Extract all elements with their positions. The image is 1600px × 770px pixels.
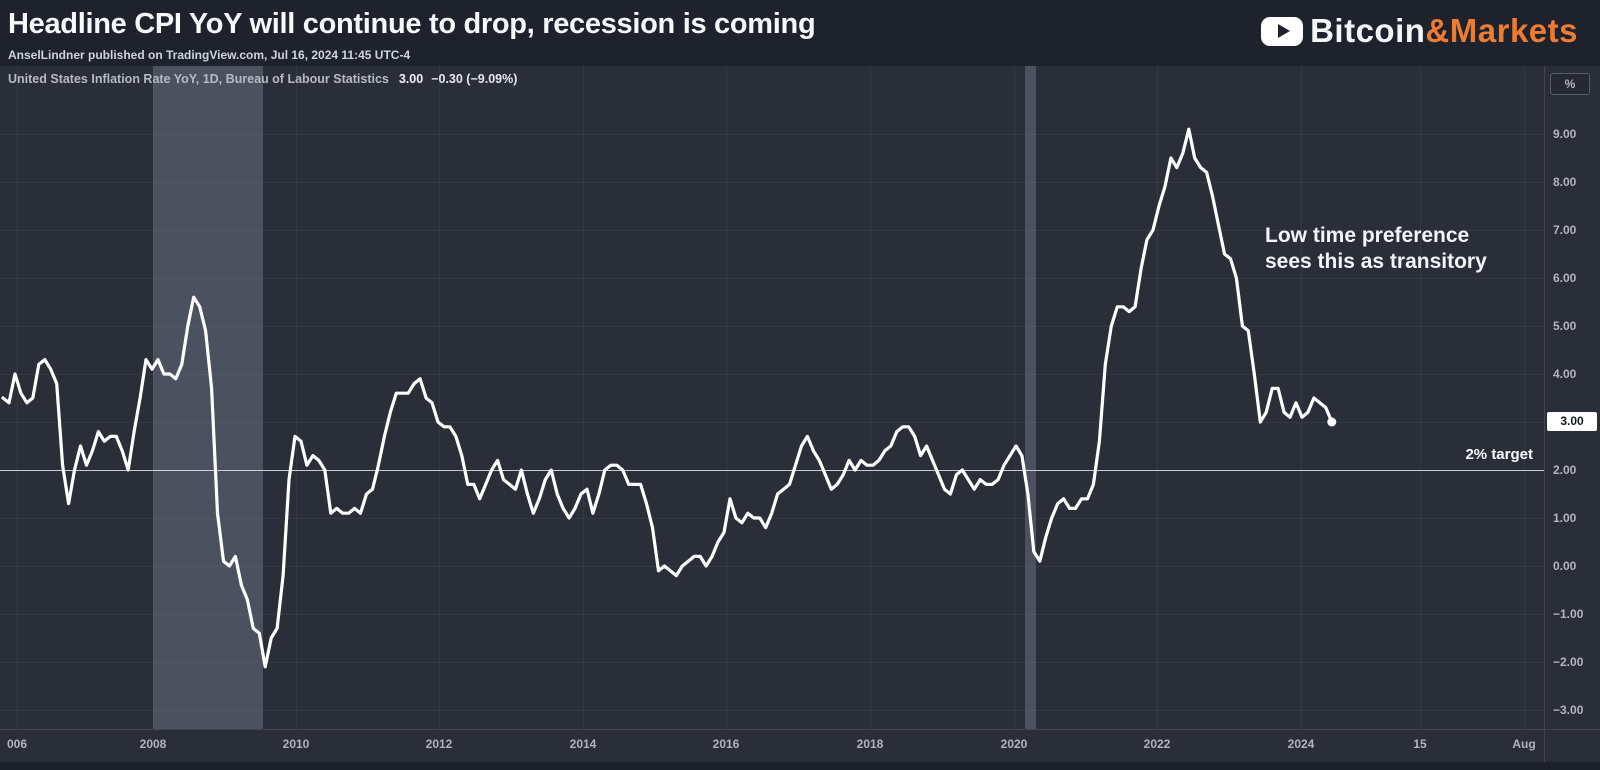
time-tick-label: 2014 bbox=[569, 737, 597, 751]
annotation-line-2: sees this as transitory bbox=[1265, 250, 1487, 273]
page-title: Headline CPI YoY will continue to drop, … bbox=[8, 8, 816, 40]
time-tick-label: 006 bbox=[6, 737, 28, 751]
header: Headline CPI YoY will continue to drop, … bbox=[0, 0, 1600, 66]
target-label: 2% target bbox=[1465, 446, 1533, 463]
time-tick-label: 2018 bbox=[856, 737, 884, 751]
price-tick-label: −1.00 bbox=[1553, 607, 1584, 621]
price-tick-label: 1.00 bbox=[1553, 511, 1577, 525]
play-triangle-icon bbox=[1277, 24, 1290, 38]
time-tick-label: 2024 bbox=[1287, 737, 1315, 751]
h-gridline bbox=[0, 614, 1544, 615]
time-tick-label: 15 bbox=[1413, 737, 1427, 751]
chart-plot-area[interactable]: United States Inflation Rate YoY, 1D, Bu… bbox=[0, 66, 1600, 770]
price-tick-label: −2.00 bbox=[1553, 655, 1584, 669]
time-tick-label: 2022 bbox=[1143, 737, 1171, 751]
v-gridline bbox=[296, 66, 297, 729]
h-gridline bbox=[0, 710, 1544, 711]
h-gridline bbox=[0, 230, 1544, 231]
v-gridline bbox=[726, 66, 727, 729]
unit-badge: % bbox=[1550, 73, 1590, 95]
h-gridline bbox=[0, 518, 1544, 519]
legend: United States Inflation Rate YoY, 1D, Bu… bbox=[8, 72, 517, 86]
series-endpoint-dot bbox=[1327, 417, 1337, 427]
v-gridline bbox=[1157, 66, 1158, 729]
last-price-badge: 3.00 bbox=[1547, 412, 1597, 431]
h-gridline bbox=[0, 326, 1544, 327]
time-tick-label: 2012 bbox=[425, 737, 453, 751]
legend-change-value: −0.30 (−9.09%) bbox=[431, 72, 518, 86]
brand-text-markets: &Markets bbox=[1425, 12, 1578, 49]
v-gridline bbox=[153, 66, 154, 729]
h-gridline bbox=[0, 278, 1544, 279]
price-tick-label: 8.00 bbox=[1553, 175, 1577, 189]
byline: AnselLindner published on TradingView.co… bbox=[8, 48, 411, 62]
h-gridline bbox=[0, 182, 1544, 183]
h-gridline bbox=[0, 134, 1544, 135]
v-gridline bbox=[439, 66, 440, 729]
price-tick-label: 5.00 bbox=[1553, 319, 1577, 333]
time-tick-label: 2020 bbox=[1000, 737, 1028, 751]
time-axis[interactable]: 006 2008 2010 2012 2014 2016 2018 2020 2022 2024 1… bbox=[0, 729, 1600, 763]
v-gridline bbox=[17, 66, 18, 729]
v-gridline bbox=[583, 66, 584, 729]
v-gridline bbox=[870, 66, 871, 729]
v-gridline bbox=[1301, 66, 1302, 729]
series-line-svg bbox=[1, 127, 1337, 669]
annotation: Low time preference sees this as transit… bbox=[1265, 223, 1487, 275]
time-tick-label: 2008 bbox=[139, 737, 167, 751]
v-gridline bbox=[1014, 66, 1015, 729]
price-tick-label: 9.00 bbox=[1553, 127, 1577, 141]
v-gridline bbox=[1420, 66, 1421, 729]
time-tick-label: Aug bbox=[1512, 737, 1536, 751]
brand-logo: Bitcoin&Markets bbox=[1261, 12, 1578, 50]
recession-band bbox=[153, 66, 263, 729]
time-tick-label: 2010 bbox=[282, 737, 310, 751]
h-gridline bbox=[0, 422, 1544, 423]
legend-last-value: 3.00 bbox=[398, 72, 424, 86]
time-tick-label: 2016 bbox=[712, 737, 740, 751]
target-line bbox=[0, 470, 1544, 471]
price-tick-label: 6.00 bbox=[1553, 271, 1577, 285]
bottom-strip bbox=[0, 762, 1600, 770]
price-axis[interactable]: % 9.00 8.00 7.00 6.00 5.00 4.00 2.00 1.00 0.00 −1… bbox=[1544, 66, 1600, 762]
h-gridline bbox=[0, 662, 1544, 663]
recession-band bbox=[1025, 66, 1037, 729]
annotation-line-1: Low time preference bbox=[1265, 224, 1470, 247]
legend-series-label: United States Inflation Rate YoY, 1D, Bu… bbox=[8, 72, 389, 86]
price-tick-label: 4.00 bbox=[1553, 367, 1577, 381]
brand-text: Bitcoin&Markets bbox=[1310, 12, 1578, 50]
series-line bbox=[1, 127, 1334, 669]
v-gridline bbox=[1524, 66, 1525, 729]
youtube-play-icon bbox=[1261, 16, 1304, 46]
h-gridline bbox=[0, 566, 1544, 567]
h-gridline bbox=[0, 374, 1544, 375]
price-tick-label: 7.00 bbox=[1553, 223, 1577, 237]
price-tick-label: 0.00 bbox=[1553, 559, 1577, 573]
price-tick-label: −3.00 bbox=[1553, 703, 1584, 717]
brand-text-bitcoin: Bitcoin bbox=[1310, 12, 1426, 49]
price-tick-label: 2.00 bbox=[1553, 463, 1577, 477]
